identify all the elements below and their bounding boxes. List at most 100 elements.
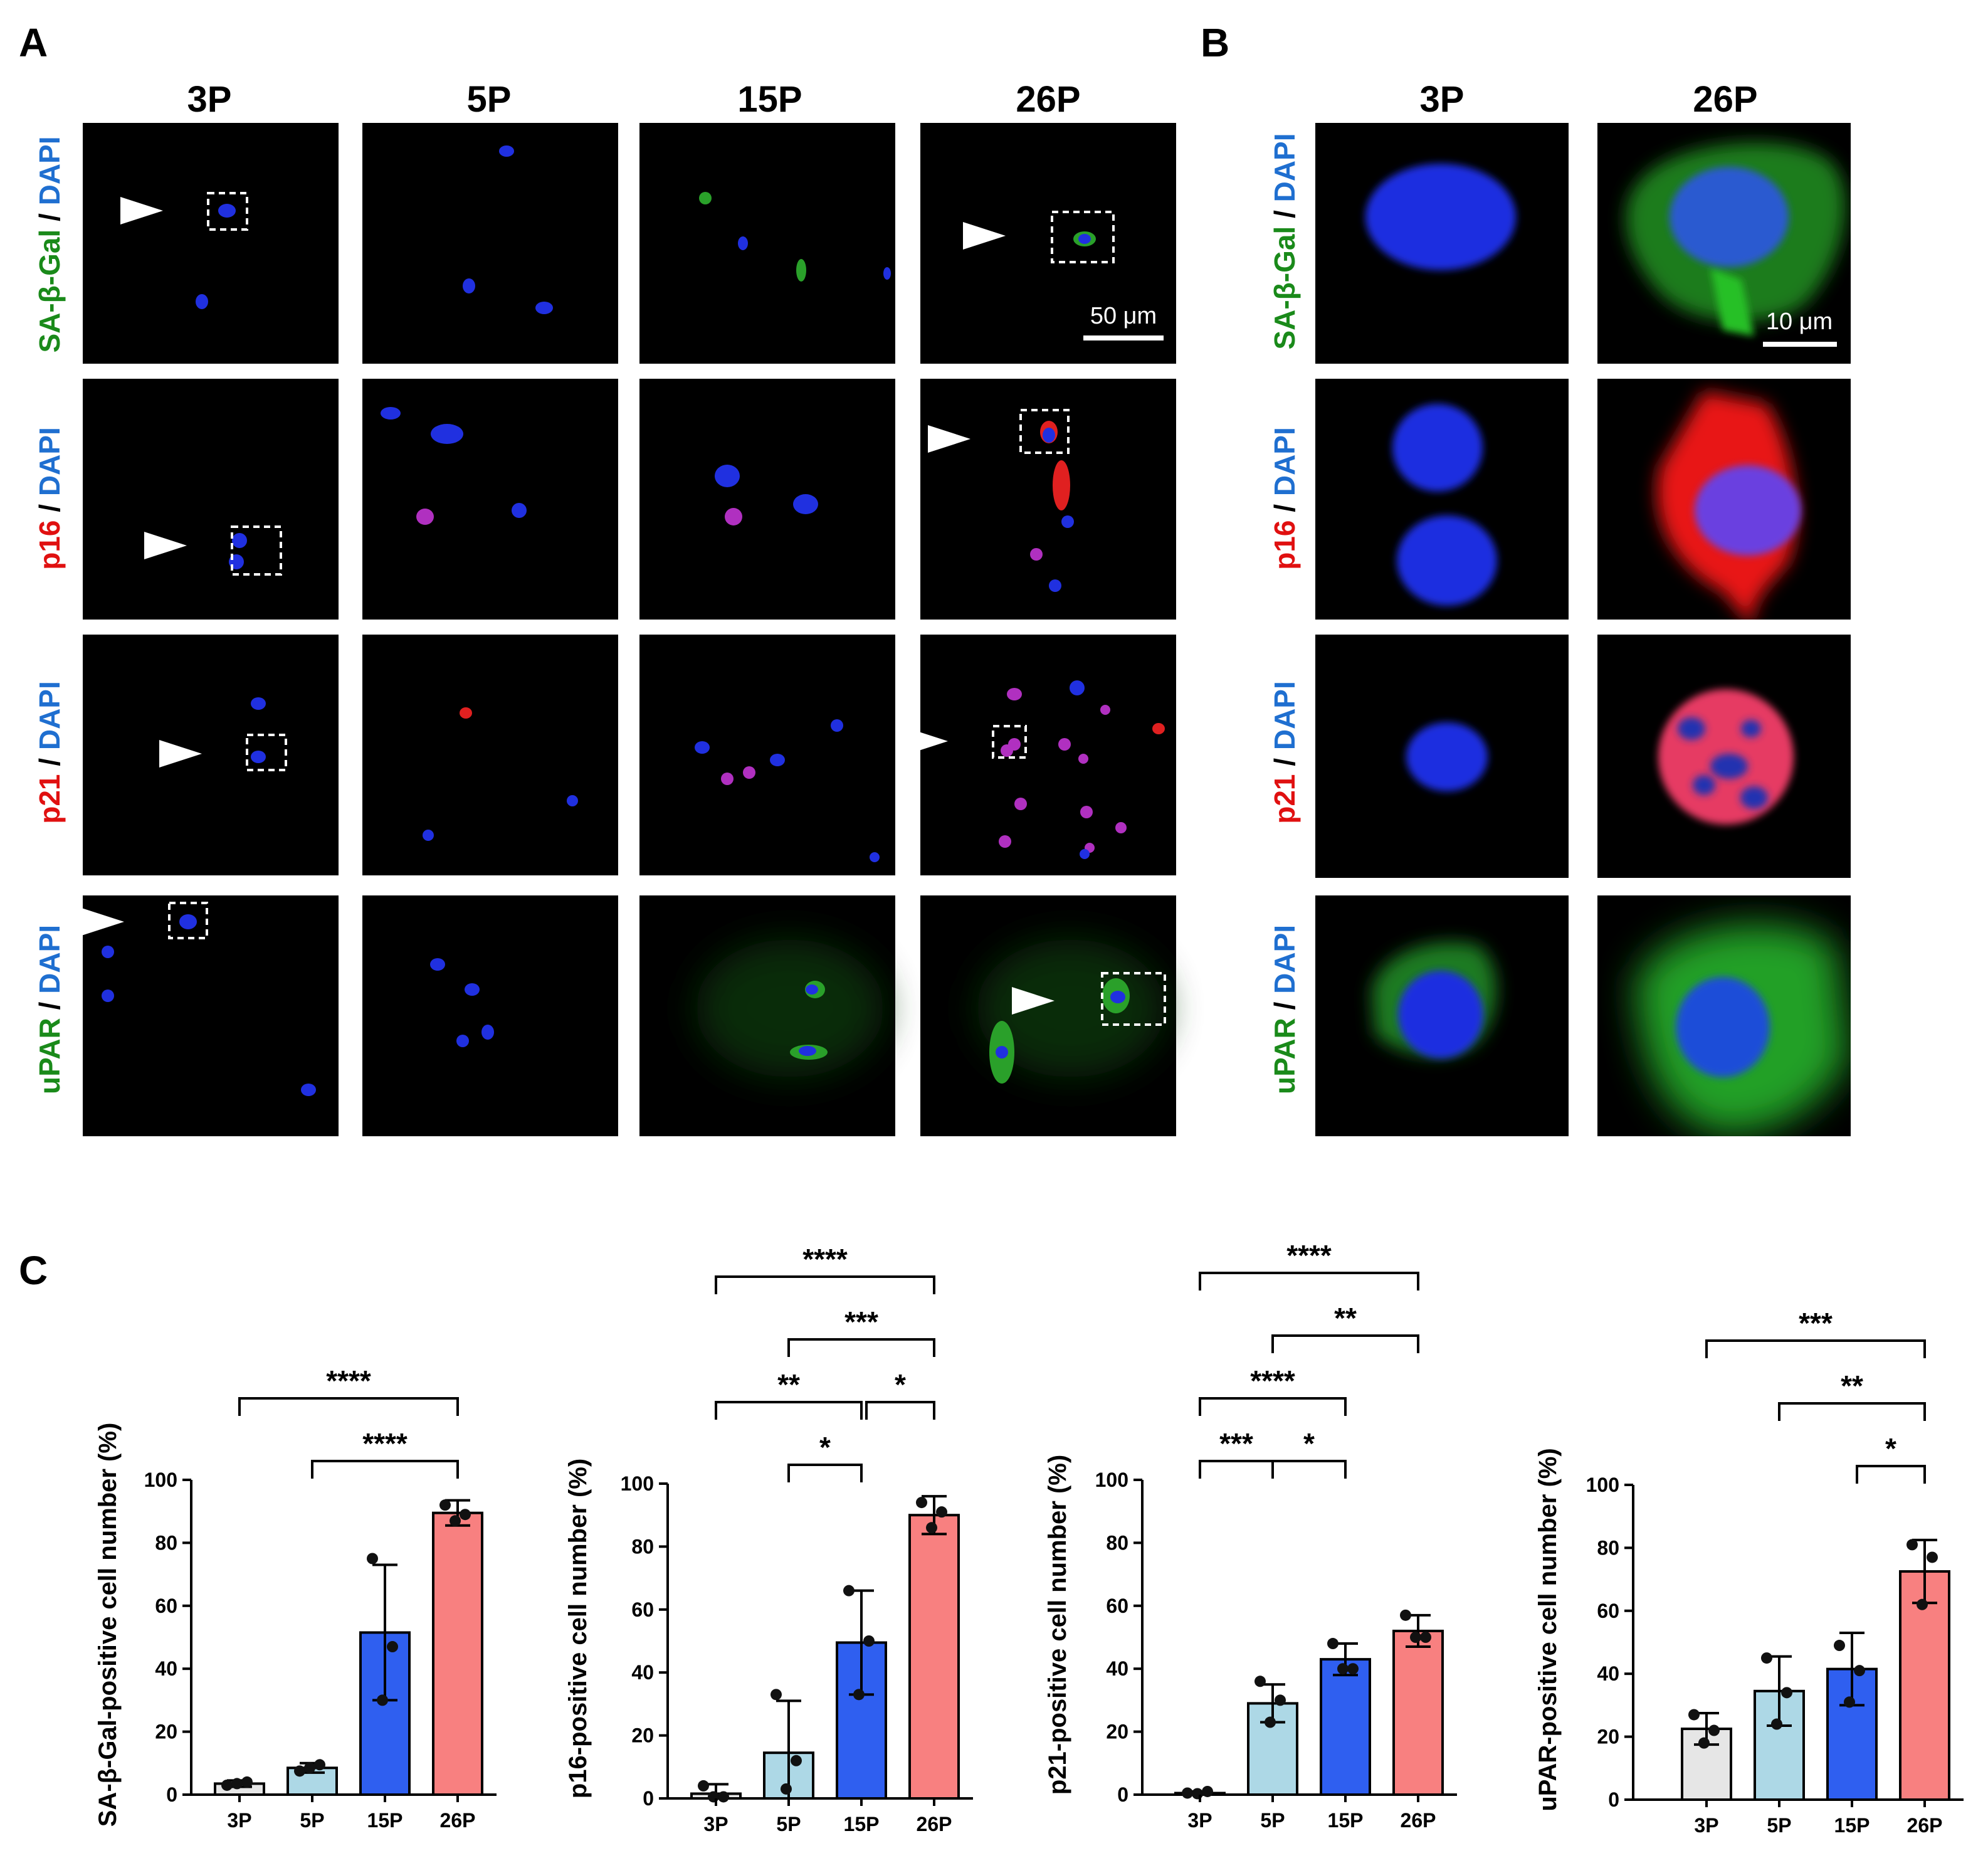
cell xyxy=(1080,849,1090,859)
zoomed-cell xyxy=(1365,164,1516,270)
cell xyxy=(1049,579,1061,592)
significance-label: * xyxy=(895,1368,906,1401)
row-label-upar: uPAR / DAPI xyxy=(33,925,66,1094)
y-axis-label: SA-β-Gal-positive cell number (%) xyxy=(94,1423,122,1827)
y-tick-label: 100 xyxy=(621,1472,654,1495)
data-point xyxy=(1906,1539,1918,1551)
micrograph-a-r3-c3 xyxy=(920,895,1176,1136)
micrograph-background xyxy=(83,635,339,875)
micrograph-a-r3-c1 xyxy=(362,895,618,1136)
significance-bracket xyxy=(1856,1465,1926,1484)
cell xyxy=(770,754,785,766)
data-point xyxy=(781,1783,792,1795)
arrowhead-icon xyxy=(159,740,202,768)
y-tick-label: 40 xyxy=(631,1661,654,1684)
chart-3: 0 20 40 60 80 100 uPAR-positive cell number (%… xyxy=(1534,1307,1964,1837)
data-point xyxy=(916,1497,927,1509)
significance-label: *** xyxy=(844,1306,878,1338)
cell xyxy=(196,294,208,309)
data-point xyxy=(1337,1663,1349,1675)
data-point xyxy=(1202,1785,1213,1797)
micrograph-background xyxy=(362,895,618,1136)
zoom-box xyxy=(207,192,248,231)
cell xyxy=(1007,688,1022,700)
data-point xyxy=(1275,1694,1286,1706)
micrograph-a-r0-c2 xyxy=(639,123,895,364)
significance-label: **** xyxy=(326,1364,371,1397)
cell xyxy=(715,465,740,487)
cell xyxy=(102,990,114,1002)
panel-b-col-3p: 3P xyxy=(1420,79,1465,120)
arrowhead-icon xyxy=(1012,987,1054,1015)
micrograph-background xyxy=(639,635,895,875)
micrograph-background xyxy=(362,123,618,364)
data-point xyxy=(791,1755,802,1766)
x-tick-label: 26P xyxy=(1907,1814,1943,1837)
significance-label: **** xyxy=(1250,1364,1295,1397)
cell xyxy=(721,773,734,785)
cell xyxy=(1080,806,1093,818)
significance-label: **** xyxy=(802,1243,848,1275)
cell-region xyxy=(1398,971,1483,1058)
zoom-box xyxy=(1101,972,1166,1026)
significance-bracket xyxy=(715,1275,935,1294)
cell xyxy=(1043,428,1055,443)
cell xyxy=(567,795,578,806)
cell xyxy=(423,830,434,841)
cell xyxy=(699,192,712,204)
micrograph-b-r2-c0 xyxy=(1315,635,1569,878)
data-point xyxy=(231,1778,243,1790)
cell xyxy=(1001,744,1013,757)
b-row-label-sa-beta-gal: SA-β-Gal / DAPI xyxy=(1268,133,1301,349)
micrograph-a-r2-c1 xyxy=(362,635,618,875)
cell-region xyxy=(1397,515,1497,606)
significance-label: ** xyxy=(1334,1302,1357,1334)
panel-a-col-15p: 15P xyxy=(737,79,802,120)
y-tick-label: 60 xyxy=(1597,1600,1619,1622)
cell xyxy=(799,1046,816,1056)
data-point xyxy=(1254,1676,1266,1687)
x-tick-label: 5P xyxy=(1260,1809,1285,1832)
chart-0: 0 20 40 60 80 100 SA-β-Gal-positive cell numbe… xyxy=(94,1364,497,1832)
y-tick-label: 0 xyxy=(1608,1788,1619,1811)
x-tick-label: 3P xyxy=(227,1809,251,1832)
data-point xyxy=(1917,1598,1928,1610)
zoomed-cell xyxy=(1392,404,1497,606)
data-point xyxy=(1347,1663,1359,1675)
data-point xyxy=(718,1791,729,1803)
micrograph-background xyxy=(639,123,895,364)
micrograph-a-r3-c2 xyxy=(639,895,895,1136)
micrograph-a-r3-c0 xyxy=(82,895,339,1136)
zoomed-cell xyxy=(1406,722,1488,791)
y-tick-label: 40 xyxy=(155,1657,177,1680)
data-point xyxy=(863,1635,875,1647)
zoom-box xyxy=(246,734,287,771)
micrograph-background xyxy=(83,123,339,364)
significance-label: *** xyxy=(1799,1307,1833,1339)
x-tick-label: 26P xyxy=(440,1809,476,1832)
cytoplasm-region xyxy=(1710,267,1754,336)
cell xyxy=(232,533,247,548)
y-tick-label: 40 xyxy=(1106,1657,1128,1680)
cell xyxy=(251,697,266,710)
cell xyxy=(1115,822,1127,833)
zoomed-cell xyxy=(1635,924,1848,1134)
data-point xyxy=(439,1499,451,1511)
significance-label: * xyxy=(1303,1427,1315,1460)
data-point xyxy=(1410,1632,1421,1643)
micrograph-background xyxy=(920,379,1176,620)
data-point xyxy=(1781,1687,1792,1699)
x-tick-label: 26P xyxy=(917,1813,952,1835)
data-point xyxy=(1761,1652,1772,1664)
significance-bracket xyxy=(1199,1460,1274,1479)
panel-a-scale-bar: 50 μm xyxy=(1083,303,1164,340)
y-tick-label: 0 xyxy=(643,1787,654,1810)
cell xyxy=(481,1025,494,1040)
micrograph-background xyxy=(83,379,339,620)
micrograph-a-r1-c3 xyxy=(920,379,1176,620)
micrograph-b-r1-c1 xyxy=(1597,379,1851,620)
arrowhead-icon xyxy=(963,222,1006,250)
micrograph-b-r1-c0 xyxy=(1315,379,1569,620)
significance-label: *** xyxy=(1219,1427,1253,1460)
